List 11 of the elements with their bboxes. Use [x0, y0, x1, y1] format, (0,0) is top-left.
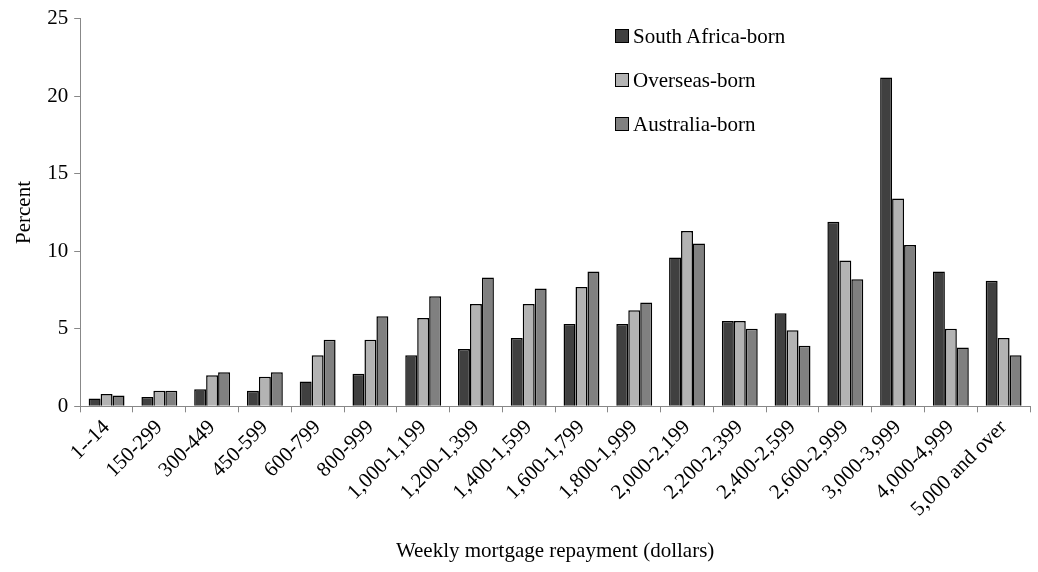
- x-axis-title: Weekly mortgage repayment (dollars): [395, 537, 715, 562]
- y-tick-label: 0: [57, 392, 69, 417]
- y-tick-label: 25: [47, 5, 69, 30]
- y-tick-label: 5: [57, 315, 69, 340]
- y-tick-label: 15: [47, 160, 69, 185]
- y-tick-label: 10: [47, 237, 69, 262]
- legend-label: Australia-born: [633, 111, 756, 138]
- legend-label: Overseas-born: [633, 67, 756, 94]
- y-tick-label: 20: [47, 82, 69, 107]
- y-axis-title: Percent: [11, 180, 36, 244]
- legend-label: South Africa-born: [633, 23, 786, 50]
